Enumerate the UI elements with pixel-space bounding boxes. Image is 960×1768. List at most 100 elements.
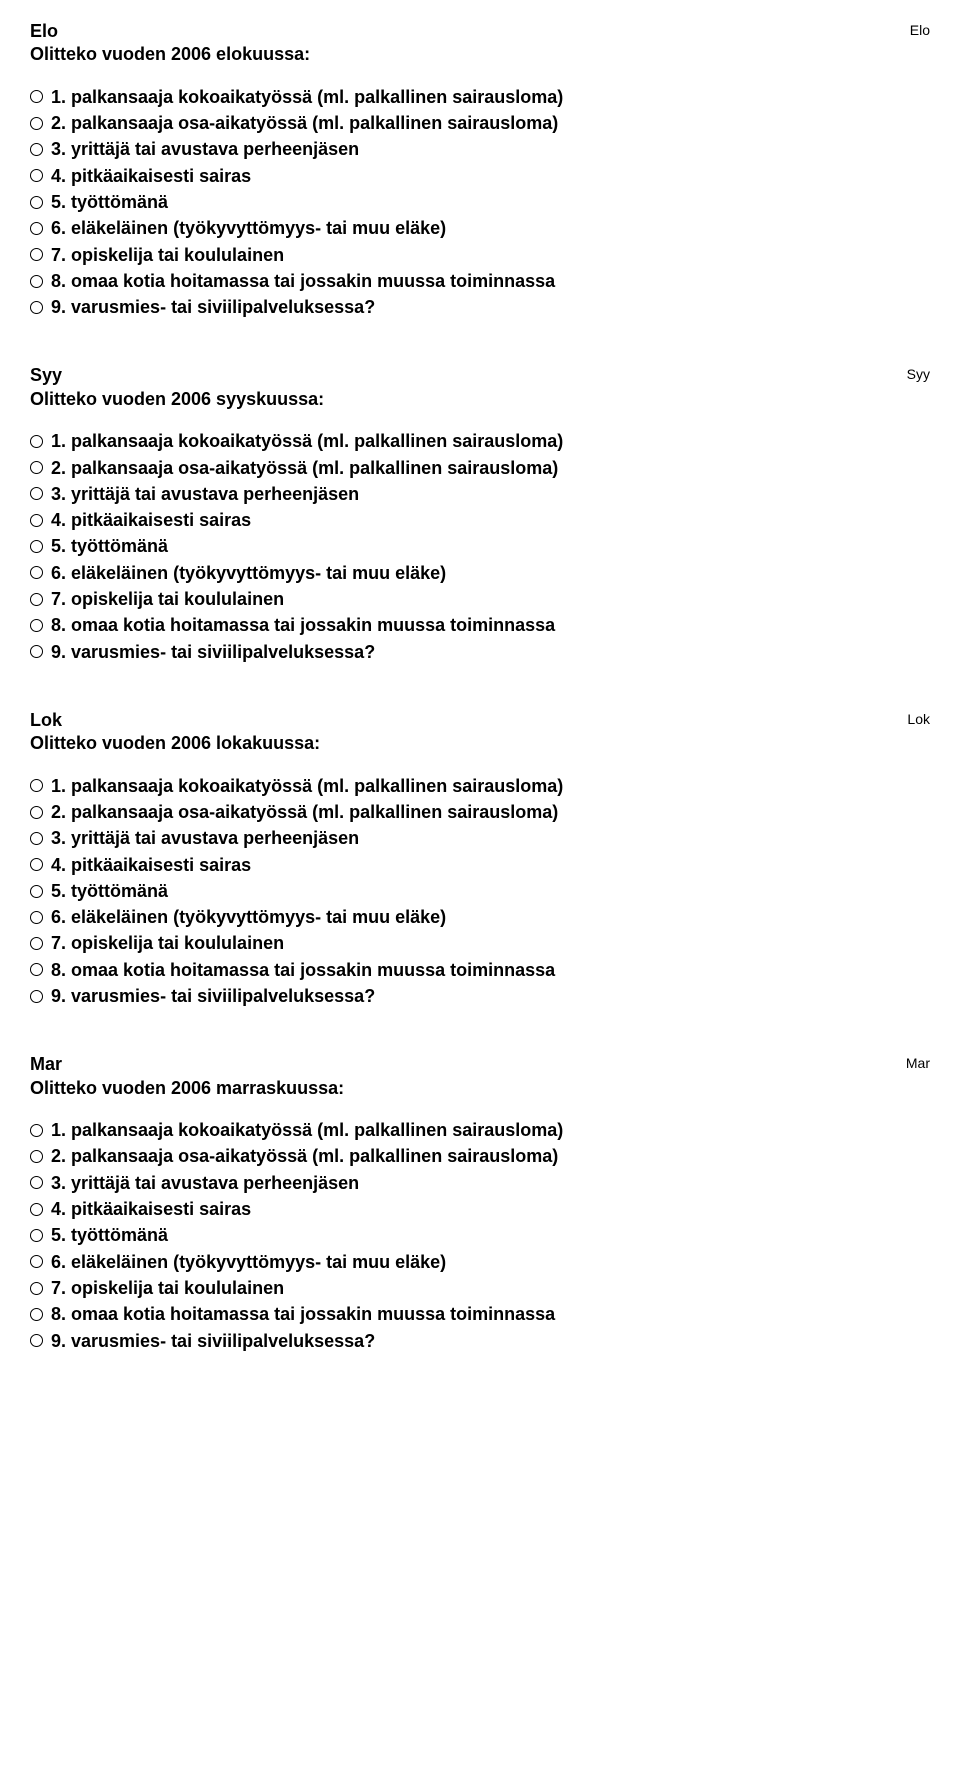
option-row[interactable]: 2. palkansaaja osa-aikatyössä (ml. palka…	[30, 456, 930, 480]
radio-icon[interactable]	[30, 196, 43, 209]
option-label: 5. työttömänä	[51, 534, 168, 558]
radio-icon[interactable]	[30, 963, 43, 976]
option-row[interactable]: 5. työttömänä	[30, 879, 930, 903]
radio-icon[interactable]	[30, 143, 43, 156]
option-row[interactable]: 6. eläkeläinen (työkyvyttömyys- tai muu …	[30, 216, 930, 240]
radio-icon[interactable]	[30, 1255, 43, 1268]
radio-icon[interactable]	[30, 461, 43, 474]
option-label: 2. palkansaaja osa-aikatyössä (ml. palka…	[51, 800, 558, 824]
option-label: 6. eläkeläinen (työkyvyttömyys- tai muu …	[51, 216, 446, 240]
radio-icon[interactable]	[30, 779, 43, 792]
option-row[interactable]: 6. eläkeläinen (työkyvyttömyys- tai muu …	[30, 561, 930, 585]
option-row[interactable]: 9. varusmies- tai siviilipalveluksessa?	[30, 984, 930, 1008]
option-row[interactable]: 9. varusmies- tai siviilipalveluksessa?	[30, 640, 930, 664]
radio-icon[interactable]	[30, 540, 43, 553]
option-row[interactable]: 7. opiskelija tai koululainen	[30, 243, 930, 267]
radio-icon[interactable]	[30, 117, 43, 130]
question-section-lok: LokOlitteko vuoden 2006 lokakuussa:Lok1.…	[30, 709, 930, 1008]
radio-icon[interactable]	[30, 593, 43, 606]
option-row[interactable]: 6. eläkeläinen (työkyvyttömyys- tai muu …	[30, 1250, 930, 1274]
option-row[interactable]: 6. eläkeläinen (työkyvyttömyys- tai muu …	[30, 905, 930, 929]
option-row[interactable]: 2. palkansaaja osa-aikatyössä (ml. palka…	[30, 800, 930, 824]
option-label: 2. palkansaaja osa-aikatyössä (ml. palka…	[51, 1144, 558, 1168]
radio-icon[interactable]	[30, 566, 43, 579]
radio-icon[interactable]	[30, 248, 43, 261]
option-row[interactable]: 3. yrittäjä tai avustava perheenjäsen	[30, 1171, 930, 1195]
option-label: 8. omaa kotia hoitamassa tai jossakin mu…	[51, 613, 555, 637]
radio-icon[interactable]	[30, 90, 43, 103]
radio-icon[interactable]	[30, 990, 43, 1003]
section-title-block: SyyOlitteko vuoden 2006 syyskuussa:	[30, 364, 324, 411]
option-row[interactable]: 3. yrittäjä tai avustava perheenjäsen	[30, 137, 930, 161]
option-row[interactable]: 8. omaa kotia hoitamassa tai jossakin mu…	[30, 1302, 930, 1326]
option-row[interactable]: 3. yrittäjä tai avustava perheenjäsen	[30, 826, 930, 850]
radio-icon[interactable]	[30, 885, 43, 898]
option-label: 8. omaa kotia hoitamassa tai jossakin mu…	[51, 958, 555, 982]
option-label: 7. opiskelija tai koululainen	[51, 931, 284, 955]
option-row[interactable]: 3. yrittäjä tai avustava perheenjäsen	[30, 482, 930, 506]
option-row[interactable]: 4. pitkäaikaisesti sairas	[30, 164, 930, 188]
radio-icon[interactable]	[30, 858, 43, 871]
option-row[interactable]: 4. pitkäaikaisesti sairas	[30, 508, 930, 532]
option-label: 1. palkansaaja kokoaikatyössä (ml. palka…	[51, 85, 563, 109]
section-code: Syy	[907, 366, 930, 382]
option-row[interactable]: 5. työttömänä	[30, 1223, 930, 1247]
radio-icon[interactable]	[30, 1150, 43, 1163]
radio-icon[interactable]	[30, 514, 43, 527]
radio-icon[interactable]	[30, 301, 43, 314]
option-row[interactable]: 8. omaa kotia hoitamassa tai jossakin mu…	[30, 958, 930, 982]
section-code: Mar	[906, 1055, 930, 1071]
option-row[interactable]: 2. palkansaaja osa-aikatyössä (ml. palka…	[30, 111, 930, 135]
radio-icon[interactable]	[30, 1176, 43, 1189]
option-row[interactable]: 9. varusmies- tai siviilipalveluksessa?	[30, 1329, 930, 1353]
radio-icon[interactable]	[30, 1282, 43, 1295]
radio-icon[interactable]	[30, 1124, 43, 1137]
radio-icon[interactable]	[30, 1203, 43, 1216]
section-title-block: MarOlitteko vuoden 2006 marraskuussa:	[30, 1053, 344, 1100]
section-header: MarOlitteko vuoden 2006 marraskuussa: Mar	[30, 1053, 930, 1100]
option-row[interactable]: 7. opiskelija tai koululainen	[30, 931, 930, 955]
radio-icon[interactable]	[30, 487, 43, 500]
option-label: 7. opiskelija tai koululainen	[51, 587, 284, 611]
option-row[interactable]: 4. pitkäaikaisesti sairas	[30, 1197, 930, 1221]
radio-icon[interactable]	[30, 937, 43, 950]
option-row[interactable]: 1. palkansaaja kokoaikatyössä (ml. palka…	[30, 85, 930, 109]
section-code: Lok	[907, 711, 930, 727]
radio-icon[interactable]	[30, 169, 43, 182]
option-label: 6. eläkeläinen (työkyvyttömyys- tai muu …	[51, 561, 446, 585]
section-title: Lok	[30, 709, 320, 732]
section-question: Olitteko vuoden 2006 lokakuussa:	[30, 732, 320, 755]
radio-icon[interactable]	[30, 911, 43, 924]
option-row[interactable]: 2. palkansaaja osa-aikatyössä (ml. palka…	[30, 1144, 930, 1168]
radio-icon[interactable]	[30, 275, 43, 288]
section-title: Syy	[30, 364, 324, 387]
radio-icon[interactable]	[30, 832, 43, 845]
option-label: 9. varusmies- tai siviilipalveluksessa?	[51, 295, 375, 319]
option-row[interactable]: 8. omaa kotia hoitamassa tai jossakin mu…	[30, 613, 930, 637]
option-label: 5. työttömänä	[51, 879, 168, 903]
question-section-syy: SyyOlitteko vuoden 2006 syyskuussa:Syy1.…	[30, 364, 930, 663]
option-label: 4. pitkäaikaisesti sairas	[51, 1197, 251, 1221]
options-list: 1. palkansaaja kokoaikatyössä (ml. palka…	[30, 429, 930, 664]
radio-icon[interactable]	[30, 435, 43, 448]
option-row[interactable]: 1. palkansaaja kokoaikatyössä (ml. palka…	[30, 1118, 930, 1142]
radio-icon[interactable]	[30, 1308, 43, 1321]
option-label: 2. palkansaaja osa-aikatyössä (ml. palka…	[51, 456, 558, 480]
option-row[interactable]: 1. palkansaaja kokoaikatyössä (ml. palka…	[30, 774, 930, 798]
option-row[interactable]: 7. opiskelija tai koululainen	[30, 587, 930, 611]
option-row[interactable]: 7. opiskelija tai koululainen	[30, 1276, 930, 1300]
radio-icon[interactable]	[30, 1229, 43, 1242]
option-label: 4. pitkäaikaisesti sairas	[51, 508, 251, 532]
radio-icon[interactable]	[30, 222, 43, 235]
option-row[interactable]: 4. pitkäaikaisesti sairas	[30, 853, 930, 877]
option-row[interactable]: 1. palkansaaja kokoaikatyössä (ml. palka…	[30, 429, 930, 453]
radio-icon[interactable]	[30, 1334, 43, 1347]
radio-icon[interactable]	[30, 806, 43, 819]
radio-icon[interactable]	[30, 645, 43, 658]
option-label: 5. työttömänä	[51, 1223, 168, 1247]
option-row[interactable]: 8. omaa kotia hoitamassa tai jossakin mu…	[30, 269, 930, 293]
option-row[interactable]: 5. työttömänä	[30, 190, 930, 214]
radio-icon[interactable]	[30, 619, 43, 632]
option-row[interactable]: 9. varusmies- tai siviilipalveluksessa?	[30, 295, 930, 319]
option-row[interactable]: 5. työttömänä	[30, 534, 930, 558]
